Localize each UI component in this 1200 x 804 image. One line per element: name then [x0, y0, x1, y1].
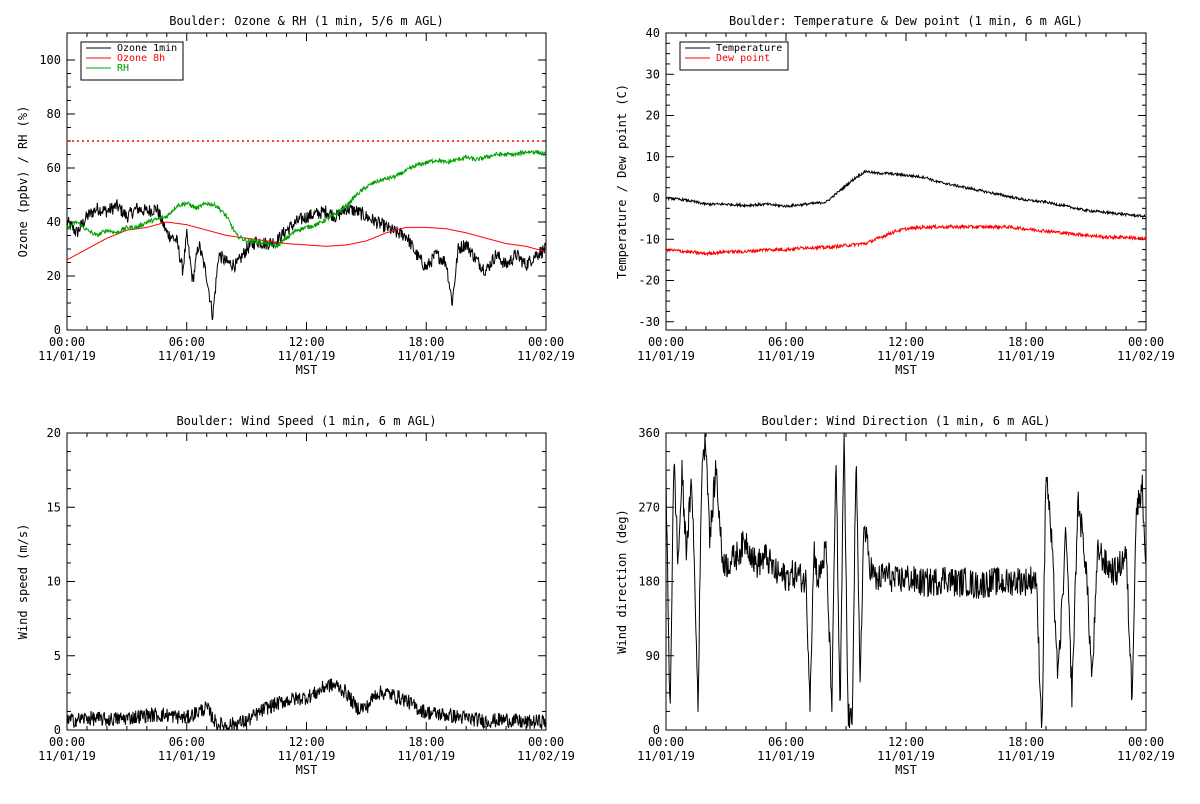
panel-1: Boulder: Temperature & Dew point (1 min,…: [615, 14, 1175, 377]
x-tick-label-time: 18:00: [1008, 335, 1044, 349]
x-tick-label-date: 11/01/19: [38, 749, 96, 763]
x-tick-label-time: 00:00: [648, 735, 684, 749]
x-axis-label: MST: [296, 363, 318, 377]
y-tick-label: 30: [646, 67, 660, 81]
y-tick-label: 20: [646, 109, 660, 123]
x-tick-label-time: 18:00: [408, 735, 444, 749]
x-tick-label-date: 11/01/19: [158, 749, 216, 763]
series-line-1: [67, 221, 546, 261]
legend-label: Ozone 1min: [117, 43, 177, 54]
x-tick-label-date: 11/01/19: [38, 349, 96, 363]
y-axis-label: Wind speed (m/s): [16, 524, 30, 640]
x-tick-label-time: 00:00: [528, 735, 564, 749]
legend-label: Ozone 8h: [117, 53, 165, 64]
panel-3: Boulder: Wind Direction (1 min, 6 m AGL)…: [615, 414, 1175, 777]
x-tick-label-date: 11/01/19: [877, 749, 935, 763]
x-tick-label-date: 11/01/19: [997, 749, 1055, 763]
y-axis-label: Temperature / Dew point (C): [615, 84, 629, 279]
x-tick-label-date: 11/02/19: [1117, 749, 1175, 763]
x-tick-label-time: 12:00: [288, 335, 324, 349]
x-tick-label-date: 11/02/19: [1117, 349, 1175, 363]
y-tick-label: 90: [646, 649, 660, 663]
series-line-0: [666, 433, 1146, 729]
chart-title: Boulder: Wind Direction (1 min, 6 m AGL): [762, 414, 1051, 428]
x-tick-label-time: 12:00: [888, 735, 924, 749]
x-tick-label-time: 00:00: [49, 735, 85, 749]
x-tick-label-date: 11/01/19: [997, 349, 1055, 363]
y-tick-label: 40: [646, 26, 660, 40]
y-axis-label: Ozone (ppbv) / RH (%): [16, 106, 30, 258]
y-tick-label: 270: [638, 500, 660, 514]
y-tick-label: 10: [646, 150, 660, 164]
x-tick-label-time: 12:00: [288, 735, 324, 749]
chart-title: Boulder: Ozone & RH (1 min, 5/6 m AGL): [169, 14, 444, 28]
y-tick-label: 0: [54, 723, 61, 737]
legend-label: Dew point: [716, 53, 770, 64]
y-tick-label: 100: [39, 53, 61, 67]
y-tick-label: 180: [638, 575, 660, 589]
y-tick-label: -10: [638, 232, 660, 246]
plot-frame: [665, 432, 1147, 731]
x-tick-label-date: 11/01/19: [278, 349, 336, 363]
x-tick-label-date: 11/01/19: [158, 349, 216, 363]
x-tick-label-date: 11/01/19: [278, 749, 336, 763]
series-line-0: [67, 678, 546, 730]
plot-frame: [66, 432, 547, 731]
y-tick-label: 0: [54, 323, 61, 337]
y-tick-label: 360: [638, 426, 660, 440]
x-tick-label-time: 00:00: [648, 335, 684, 349]
x-tick-label-time: 00:00: [1128, 335, 1164, 349]
y-tick-label: 40: [47, 215, 61, 229]
chart-title: Boulder: Wind Speed (1 min, 6 m AGL): [176, 414, 436, 428]
x-tick-label-time: 18:00: [408, 335, 444, 349]
x-axis-label: MST: [895, 363, 917, 377]
legend-label: RH: [117, 63, 129, 74]
series-line-1: [666, 223, 1146, 257]
x-tick-label-time: 00:00: [1128, 735, 1164, 749]
legend-label: Temperature: [716, 43, 782, 54]
y-tick-label: 15: [47, 500, 61, 514]
x-tick-label-time: 12:00: [888, 335, 924, 349]
y-tick-label: 0: [653, 191, 660, 205]
y-axis-label: Wind direction (deg): [615, 509, 629, 654]
x-tick-label-date: 11/02/19: [517, 749, 575, 763]
x-tick-label-date: 11/01/19: [397, 749, 455, 763]
x-tick-label-date: 11/01/19: [397, 349, 455, 363]
y-tick-label: 5: [54, 649, 61, 663]
x-tick-label-date: 11/01/19: [637, 349, 695, 363]
x-tick-label-date: 11/01/19: [877, 349, 935, 363]
series-line-0: [67, 199, 546, 321]
chart-title: Boulder: Temperature & Dew point (1 min,…: [729, 14, 1083, 28]
panel-2: Boulder: Wind Speed (1 min, 6 m AGL) 0 5 10…: [16, 414, 575, 777]
x-tick-label-time: 18:00: [1008, 735, 1044, 749]
y-tick-label: 60: [47, 161, 61, 175]
x-tick-label-time: 06:00: [768, 735, 804, 749]
x-tick-label-time: 06:00: [169, 335, 205, 349]
legend-box: [679, 41, 789, 71]
y-tick-label: 20: [47, 426, 61, 440]
x-tick-label-date: 11/01/19: [637, 749, 695, 763]
panel-0: Boulder: Ozone & RH (1 min, 5/6 m AGL) 0 2…: [16, 14, 575, 377]
y-tick-label: 10: [47, 575, 61, 589]
y-tick-label: -30: [638, 315, 660, 329]
y-tick-label: 20: [47, 269, 61, 283]
x-tick-label-time: 00:00: [528, 335, 564, 349]
y-tick-label: 80: [47, 107, 61, 121]
x-tick-label-time: 00:00: [49, 335, 85, 349]
x-axis-label: MST: [895, 763, 917, 777]
x-tick-label-date: 11/01/19: [757, 349, 815, 363]
x-tick-label-time: 06:00: [768, 335, 804, 349]
x-tick-label-date: 11/01/19: [757, 749, 815, 763]
y-tick-label: -20: [638, 274, 660, 288]
series-line-0: [666, 169, 1146, 219]
x-tick-label-date: 11/02/19: [517, 349, 575, 363]
x-tick-label-time: 06:00: [169, 735, 205, 749]
y-tick-label: 0: [653, 723, 660, 737]
plot-frame: [665, 32, 1147, 331]
x-axis-label: MST: [296, 763, 318, 777]
series-line-2: [67, 149, 546, 250]
